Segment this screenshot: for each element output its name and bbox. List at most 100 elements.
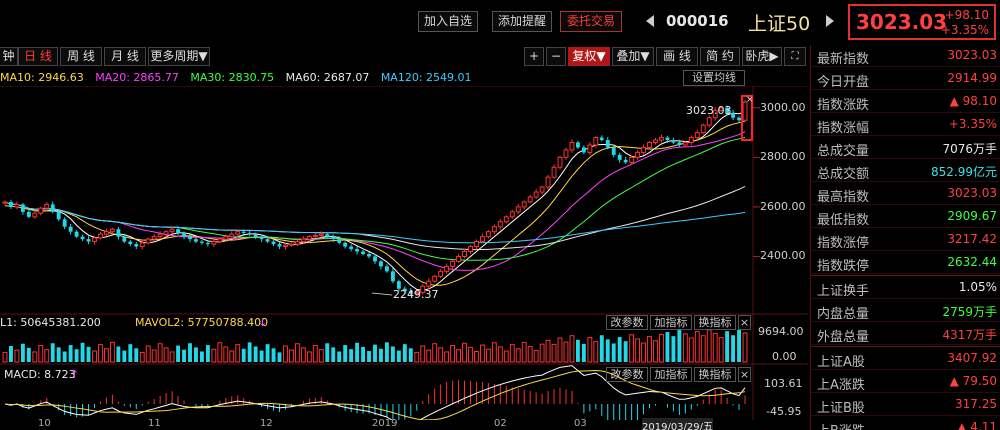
period-weekly-tab[interactable]: 周 线	[60, 47, 102, 66]
volume-bar	[569, 335, 575, 363]
candle-body	[109, 228, 115, 233]
zoom-in-button[interactable]: +	[524, 47, 544, 66]
volume-edit-params-button[interactable]: 改参数	[606, 315, 648, 330]
info-value: 2759万手	[942, 305, 997, 319]
candle-body	[283, 244, 288, 248]
adjust-price-dropdown[interactable]: 复权▼	[568, 47, 610, 66]
volume-bar	[56, 347, 61, 362]
volume-bar	[139, 351, 145, 363]
simple-mode-button[interactable]: 简 约	[700, 47, 740, 66]
info-value: +3.35%	[948, 117, 997, 131]
macd-close-icon[interactable]: ×	[738, 367, 751, 382]
candle-body	[92, 237, 97, 243]
volume-axis-top: 9694.00	[758, 325, 804, 338]
info-row: 外盘总量 4317万手	[811, 323, 1000, 345]
zoom-out-button[interactable]: −	[546, 47, 566, 66]
info-value: 1.05%	[958, 280, 997, 294]
candle-body	[575, 142, 580, 148]
draw-line-button[interactable]: 画 线	[656, 47, 698, 66]
volume-bar	[479, 344, 485, 363]
candle-body	[479, 236, 485, 243]
ma-settings-button[interactable]: 设置均线	[683, 70, 745, 86]
volume-close-icon[interactable]: ×	[738, 315, 751, 330]
volume-bar	[253, 346, 258, 362]
period-minute-tab[interactable]: 钟	[0, 47, 18, 66]
trade-order-button[interactable]: 委托交易	[560, 11, 622, 32]
info-label: 上证B股	[817, 401, 865, 416]
macd-add-indicator-button[interactable]: 加指标	[650, 367, 692, 382]
info-value: ▲ 79.50	[949, 374, 997, 388]
volume-bar	[468, 346, 473, 363]
date-axis: 10 11 12 2019 02 03 2019/03/29/五	[0, 418, 808, 430]
volume-bar	[38, 345, 44, 363]
volume-add-indicator-button[interactable]: 加指标	[650, 315, 692, 330]
candle-body	[163, 231, 169, 235]
candle-body	[497, 221, 503, 228]
candle-body	[223, 236, 229, 240]
volume-bar	[497, 346, 503, 363]
candle-body	[587, 144, 593, 153]
kline-chart[interactable]: 3023.03 2249.37 ×	[0, 86, 808, 420]
volume-bar	[539, 343, 545, 363]
volume-bar	[26, 347, 31, 362]
volume-bar	[599, 335, 604, 362]
candle-body	[325, 234, 330, 237]
next-stock-arrow-icon[interactable]	[826, 15, 834, 27]
ma60-label: MA60: 2687.07	[285, 71, 370, 84]
volume-bar	[474, 350, 479, 363]
volume-bar	[223, 346, 229, 363]
candle-body	[408, 291, 413, 294]
panel-separator	[811, 275, 1000, 276]
macd-dif-line	[4, 365, 746, 420]
candle-body	[509, 211, 515, 218]
candle-body	[420, 285, 426, 293]
candle-body	[116, 229, 121, 237]
candle-body	[731, 112, 736, 118]
date-label: 12	[260, 418, 273, 429]
info-label: 外盘总量	[817, 330, 870, 345]
info-row: 最高指数 3023.03	[811, 183, 1000, 205]
volume-bar	[235, 344, 241, 363]
candle-body	[2, 201, 8, 204]
volume-bar	[157, 343, 163, 363]
candle-body	[671, 140, 676, 143]
info-label: 总成交额	[817, 167, 870, 182]
volume-switch-indicator-button[interactable]: 换指标	[694, 315, 736, 330]
macd-switch-indicator-button[interactable]: 换指标	[694, 367, 736, 382]
macd-edit-params-button[interactable]: 改参数	[606, 367, 648, 382]
volume-bar	[194, 347, 198, 362]
candle-body	[14, 203, 20, 208]
volume-bar	[671, 336, 676, 362]
candle-body	[349, 246, 354, 250]
info-value: 3023.03	[947, 186, 997, 200]
date-label: 11	[148, 418, 161, 429]
add-to-watchlist-button[interactable]: 加入自选	[418, 11, 478, 32]
volume-bar	[737, 330, 741, 362]
add-alert-button[interactable]: 添加提醒	[492, 11, 552, 32]
candle-body	[617, 154, 622, 160]
volume-bar	[509, 344, 515, 363]
volume-bar	[605, 339, 610, 362]
volume-bar	[116, 346, 121, 362]
candle-body	[611, 147, 616, 155]
previous-stock-arrow-icon[interactable]	[646, 15, 654, 27]
period-daily-tab[interactable]: 日 线	[18, 47, 58, 66]
candle-body	[682, 142, 688, 146]
candle-body	[194, 239, 198, 242]
candle-body	[157, 233, 163, 238]
info-value: 2909.67	[947, 209, 997, 223]
candle-body	[50, 204, 55, 212]
more-periods-dropdown[interactable]: 更多周期▼	[148, 47, 210, 66]
overlay-dropdown[interactable]: 叠加▼	[612, 47, 654, 66]
fullscreen-icon[interactable]: ⛶	[784, 47, 806, 66]
info-value: ▲ 98.10	[949, 94, 997, 108]
period-monthly-tab[interactable]: 月 线	[104, 47, 146, 66]
volume-bar	[384, 342, 389, 362]
price-grid	[753, 107, 760, 257]
volume-bar	[163, 347, 169, 363]
info-label: 上A涨跌	[817, 378, 865, 393]
volume-bar	[32, 351, 38, 363]
layout-button[interactable]: 卧虎▶	[742, 47, 782, 66]
info-label: 指数跌停	[817, 259, 870, 274]
info-row: 上B涨跌 ▲ 4.11	[811, 417, 1000, 430]
